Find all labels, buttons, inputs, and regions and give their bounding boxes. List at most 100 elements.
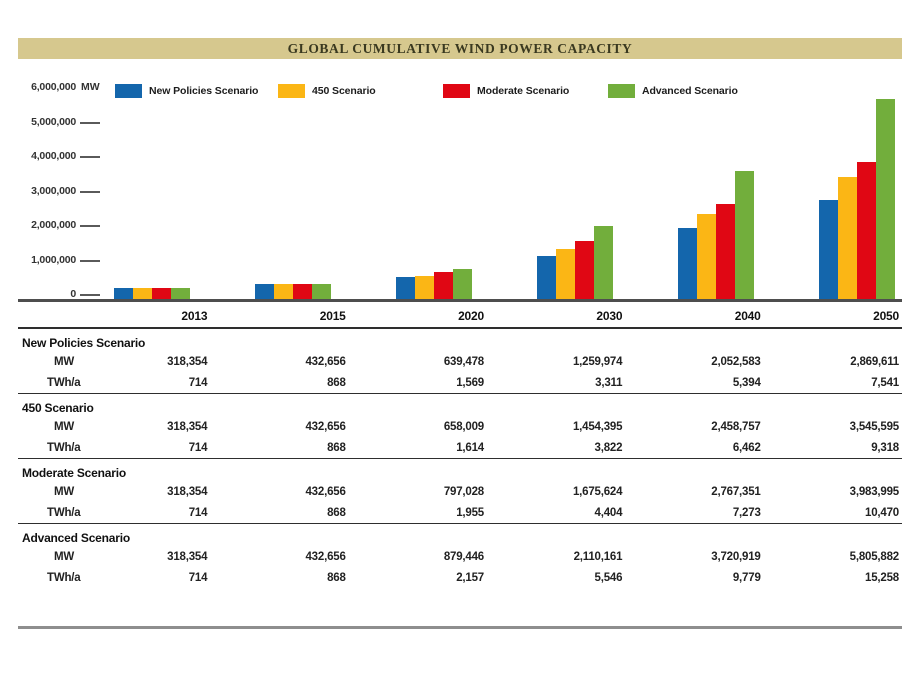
bar-2050-new-policies-scenario (819, 200, 838, 299)
cell-450-scenario-twh-2050: 9,318 (871, 441, 899, 454)
y-tick-label: 5,000,000 (31, 115, 76, 128)
y-tick-mark (80, 190, 100, 193)
section-title: Moderate Scenario (22, 466, 126, 480)
legend-item-450-scenario: 450 Scenario (278, 83, 376, 98)
bar-2020-advanced-scenario (453, 269, 472, 299)
y-tick-label: 0 (70, 288, 76, 300)
cell-new-policies-scenario-twh-2040: 5,394 (732, 376, 761, 389)
bar-2013-450-scenario (133, 288, 152, 299)
cell-advanced-scenario-mw-2020: 879,446 (443, 550, 484, 563)
bar-2013-new-policies-scenario (114, 288, 133, 299)
row-label-twh: TWh/a (47, 441, 81, 454)
section-title: New Policies Scenario (22, 336, 146, 350)
legend-swatch-icon (608, 83, 635, 98)
data-table: 2013 2015 2020 2030 2040 2050 New Policies Sc… (18, 302, 902, 588)
table-row-mw: MW 318,354 432,656 797,028 1,675,624 2,767,35… (18, 481, 902, 502)
bar-2020-450-scenario (415, 276, 434, 299)
cell-advanced-scenario-mw-2015: 432,656 (305, 550, 346, 563)
row-label-mw: MW (54, 485, 75, 498)
cell-new-policies-scenario-twh-2050: 7,541 (871, 376, 899, 389)
table-row-mw: MW 318,354 432,656 879,446 2,110,161 3,720,91… (18, 546, 902, 567)
bar-2050-450-scenario (838, 177, 857, 299)
cell-new-policies-scenario-twh-2030: 3,311 (595, 376, 623, 389)
bar-2030-450-scenario (556, 249, 575, 299)
y-tick-mark (80, 121, 100, 124)
y-tick-label: 3,000,000 (31, 184, 76, 197)
y-tick-label: 1,000,000 (31, 253, 76, 266)
column-header-2015: 2015 (319, 309, 346, 323)
column-header-2013: 2013 (181, 309, 208, 323)
cell-450-scenario-mw-2030: 1,454,395 (572, 420, 623, 433)
y-tick-label: 6,000,000 (31, 81, 76, 93)
cell-moderate-scenario-mw-2030: 1,675,624 (572, 485, 623, 498)
table-section-450-scenario: 450 Scenario MW 318,354 432,656 658,009 1,454… (18, 394, 902, 459)
section-heading-row: 450 Scenario (18, 394, 902, 417)
cell-moderate-scenario-mw-2040: 2,767,351 (711, 485, 761, 498)
cell-450-scenario-mw-2013: 318,354 (167, 420, 208, 433)
bar-2040-new-policies-scenario (678, 228, 697, 299)
legend-item-new-policies-scenario: New Policies Scenario (115, 83, 258, 98)
legend-label: 450 Scenario (312, 84, 376, 97)
section-heading-row: Advanced Scenario (18, 524, 902, 547)
cell-new-policies-scenario-mw-2013: 318,354 (167, 355, 208, 368)
column-header-2020: 2020 (458, 309, 484, 323)
cell-advanced-scenario-twh-2050: 15,258 (865, 571, 899, 584)
cell-450-scenario-mw-2015: 432,656 (305, 420, 346, 433)
cell-moderate-scenario-mw-2050: 3,983,995 (849, 485, 900, 498)
table-section-advanced-scenario: Advanced Scenario MW 318,354 432,656 879,446… (18, 524, 902, 589)
legend-label: Advanced Scenario (642, 84, 738, 97)
bar-2020-new-policies-scenario (396, 277, 415, 299)
cell-moderate-scenario-mw-2020: 797,028 (443, 485, 484, 498)
cell-advanced-scenario-mw-2030: 2,110,161 (573, 550, 623, 563)
cell-moderate-scenario-mw-2015: 432,656 (305, 485, 346, 498)
bar-2015-moderate-scenario (293, 284, 312, 299)
table-row-twh: TWh/a 714 868 1,614 3,822 6,462 9,318 (18, 437, 902, 459)
bar-2015-new-policies-scenario (255, 284, 274, 299)
cell-moderate-scenario-twh-2030: 4,404 (594, 506, 623, 519)
y-tick-label: 2,000,000 (31, 219, 76, 231)
legend-swatch-icon (115, 83, 142, 98)
cell-new-policies-scenario-mw-2020: 639,478 (443, 355, 484, 368)
cell-new-policies-scenario-mw-2015: 432,656 (305, 355, 346, 368)
column-header-2030: 2030 (596, 309, 623, 323)
cell-450-scenario-mw-2050: 3,545,595 (849, 420, 900, 433)
cell-450-scenario-twh-2020: 1,614 (456, 441, 484, 454)
legend-label: New Policies Scenario (149, 84, 259, 97)
cell-advanced-scenario-mw-2013: 318,354 (167, 550, 208, 563)
row-label-mw: MW (54, 550, 75, 563)
cell-new-policies-scenario-twh-2015: 868 (327, 376, 346, 389)
bar-2015-advanced-scenario (312, 284, 331, 299)
table-row-twh: TWh/a 714 868 2,157 5,546 9,779 15,258 (18, 567, 902, 588)
figure-title: GLOBAL CUMULATIVE WIND POWER CAPACITY (287, 40, 633, 56)
bar-2040-450-scenario (697, 214, 716, 299)
legend-swatch-icon (443, 83, 470, 98)
cell-advanced-scenario-twh-2015: 868 (327, 571, 346, 584)
bar-2030-advanced-scenario (594, 226, 613, 299)
table-row-mw: MW 318,354 432,656 658,009 1,454,395 2,458,75… (18, 416, 902, 437)
bar-2040-moderate-scenario (716, 204, 735, 299)
bar-2015-450-scenario (274, 284, 293, 299)
cell-advanced-scenario-twh-2020: 2,157 (456, 571, 484, 584)
row-label-twh: TWh/a (47, 506, 81, 519)
section-title: 450 Scenario (22, 401, 94, 415)
legend-label: Moderate Scenario (477, 84, 570, 97)
bottom-rule (18, 626, 902, 629)
table-header: 2013 2015 2020 2030 2040 2050 (18, 302, 902, 328)
cell-new-policies-scenario-twh-2020: 1,569 (456, 376, 484, 389)
cell-450-scenario-twh-2015: 868 (327, 441, 346, 454)
cell-advanced-scenario-twh-2030: 5,546 (594, 571, 623, 584)
cell-450-scenario-mw-2020: 658,009 (443, 420, 484, 433)
y-axis-unit-label: MW (81, 81, 100, 93)
cell-new-policies-scenario-mw-2030: 1,259,974 (572, 355, 623, 368)
bar-2013-advanced-scenario (171, 288, 190, 299)
section-title: Advanced Scenario (22, 531, 130, 545)
x-axis-line (18, 299, 902, 302)
cell-new-policies-scenario-mw-2040: 2,052,583 (711, 355, 761, 368)
cell-moderate-scenario-twh-2050: 10,470 (865, 506, 899, 519)
table-row-twh: TWh/a 714 868 1,955 4,404 7,273 10,470 (18, 502, 902, 524)
bar-2050-moderate-scenario (857, 162, 876, 299)
cell-moderate-scenario-twh-2013: 714 (188, 506, 208, 519)
bar-2030-new-policies-scenario (537, 256, 556, 299)
cell-advanced-scenario-twh-2013: 714 (188, 571, 208, 584)
